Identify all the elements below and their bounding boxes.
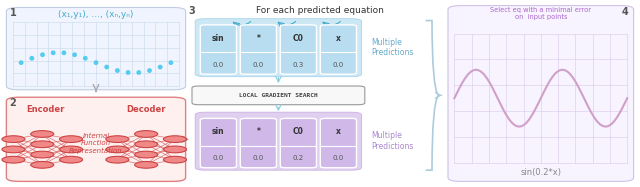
Text: 0.0: 0.0 — [212, 62, 224, 68]
Point — [112, 69, 122, 72]
Text: x: x — [336, 128, 341, 137]
Text: x: x — [336, 34, 341, 43]
Point — [102, 65, 112, 68]
Point — [16, 61, 26, 64]
Circle shape — [60, 146, 83, 153]
FancyBboxPatch shape — [320, 25, 356, 74]
Point — [91, 61, 101, 64]
Point — [155, 65, 165, 68]
FancyBboxPatch shape — [448, 6, 634, 181]
Text: Select eq with a minimal error
on  input points: Select eq with a minimal error on input … — [490, 7, 591, 20]
Circle shape — [60, 136, 83, 142]
Circle shape — [163, 156, 186, 163]
Text: sin(0.2*x): sin(0.2*x) — [520, 168, 561, 177]
Text: 0.0: 0.0 — [333, 62, 344, 68]
Circle shape — [31, 141, 54, 148]
FancyBboxPatch shape — [200, 25, 237, 74]
FancyBboxPatch shape — [6, 7, 186, 90]
Text: 0.0: 0.0 — [212, 155, 224, 161]
Text: 3: 3 — [189, 6, 196, 16]
Text: For each predicted equation: For each predicted equation — [256, 6, 384, 15]
Point — [166, 61, 176, 64]
Text: Internal
Function
Representation: Internal Function Representation — [69, 134, 123, 154]
Text: sin: sin — [212, 34, 225, 43]
Point — [123, 71, 133, 74]
Circle shape — [106, 146, 129, 153]
Point — [70, 53, 80, 56]
Point — [37, 53, 47, 56]
Text: *: * — [257, 128, 260, 137]
Circle shape — [163, 136, 186, 142]
FancyBboxPatch shape — [6, 97, 186, 181]
Circle shape — [134, 161, 157, 168]
FancyBboxPatch shape — [280, 25, 317, 74]
Circle shape — [2, 156, 25, 163]
Text: 0.2: 0.2 — [293, 155, 304, 161]
Point — [80, 57, 90, 60]
Circle shape — [106, 136, 129, 142]
Text: Multiple
Predictions: Multiple Predictions — [371, 38, 413, 57]
Point — [134, 71, 144, 74]
Text: C0: C0 — [293, 34, 304, 43]
Circle shape — [2, 146, 25, 153]
FancyBboxPatch shape — [241, 118, 276, 168]
Circle shape — [2, 136, 25, 142]
Circle shape — [31, 131, 54, 137]
Text: 4: 4 — [621, 7, 628, 16]
Circle shape — [31, 161, 54, 168]
Circle shape — [60, 156, 83, 163]
FancyBboxPatch shape — [195, 112, 362, 170]
FancyBboxPatch shape — [280, 118, 317, 168]
Text: 0.0: 0.0 — [253, 155, 264, 161]
Text: 0.0: 0.0 — [333, 155, 344, 161]
Text: Multiple
Predictions: Multiple Predictions — [371, 131, 413, 151]
Text: Decoder: Decoder — [127, 105, 166, 114]
Text: 0.0: 0.0 — [253, 62, 264, 68]
Point — [48, 51, 58, 54]
Circle shape — [134, 131, 157, 137]
Circle shape — [31, 151, 54, 158]
Text: LOCAL GRADIENT SEARCH: LOCAL GRADIENT SEARCH — [239, 93, 318, 98]
Circle shape — [163, 146, 186, 153]
FancyBboxPatch shape — [200, 118, 237, 168]
Point — [145, 69, 155, 72]
Text: 1: 1 — [10, 8, 17, 18]
FancyBboxPatch shape — [195, 19, 362, 77]
FancyBboxPatch shape — [320, 118, 356, 168]
FancyBboxPatch shape — [241, 25, 276, 74]
Text: sin: sin — [212, 128, 225, 137]
Text: C0: C0 — [293, 128, 304, 137]
Text: 0.3: 0.3 — [292, 62, 304, 68]
Circle shape — [106, 156, 129, 163]
Point — [59, 51, 69, 54]
Circle shape — [134, 151, 157, 158]
FancyBboxPatch shape — [192, 86, 365, 105]
Text: 2: 2 — [10, 98, 17, 108]
Text: (x₁,y₁), ..., (xₙ,yₙ): (x₁,y₁), ..., (xₙ,yₙ) — [58, 10, 134, 19]
Circle shape — [134, 141, 157, 148]
Text: Encoder: Encoder — [27, 105, 65, 114]
Text: *: * — [257, 34, 260, 43]
Point — [27, 57, 37, 60]
